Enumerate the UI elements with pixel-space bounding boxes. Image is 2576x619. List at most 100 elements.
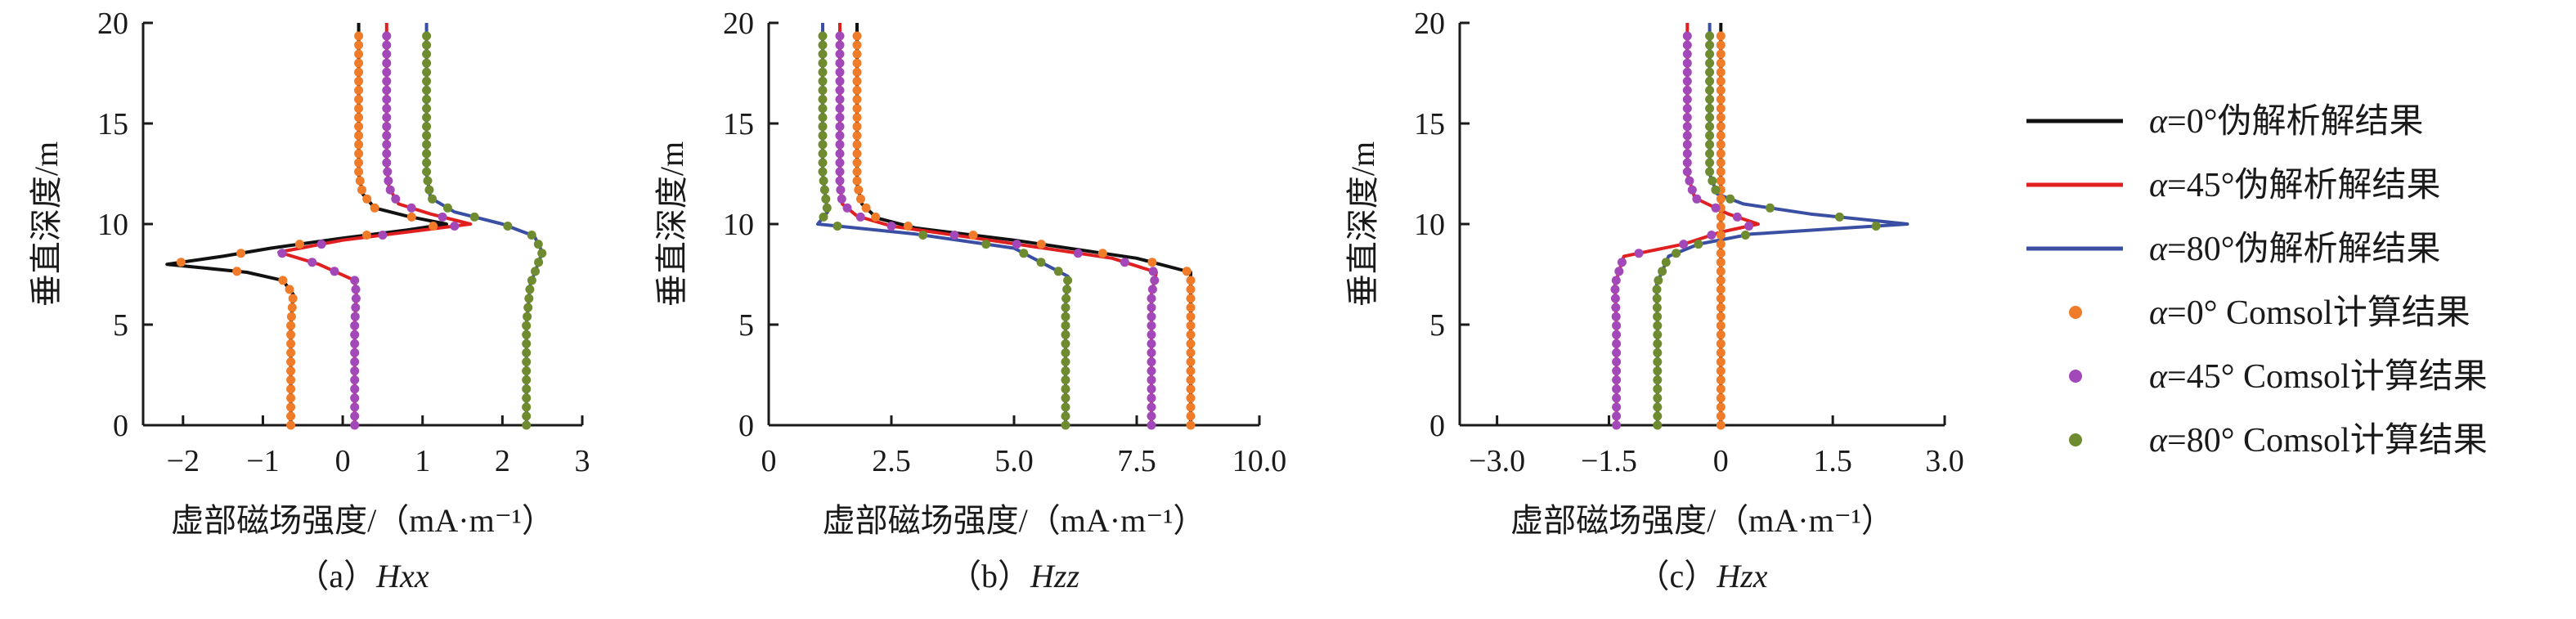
comsol-point (1147, 339, 1156, 348)
comsol-point (1716, 420, 1726, 430)
comsol-point (1682, 167, 1692, 177)
comsol-point (1716, 40, 1726, 50)
comsol-point (1705, 149, 1715, 159)
comsol-point (1012, 240, 1021, 249)
comsol-point (354, 131, 364, 141)
comsol-point (438, 212, 447, 222)
comsol-point (1871, 222, 1881, 231)
comsol-point (1682, 31, 1692, 41)
comsol-point (1186, 330, 1196, 339)
comsol-point (1186, 285, 1196, 294)
comsol-point (1716, 321, 1726, 330)
comsol-point (835, 40, 845, 50)
comsol-point (918, 231, 928, 240)
comsol-point (1716, 194, 1726, 204)
comsol-point (835, 58, 845, 68)
comsol-point (1716, 122, 1726, 132)
comsol-point (524, 294, 534, 303)
comsol-point (835, 140, 845, 150)
comsol-point (522, 411, 532, 421)
comsol-point (819, 176, 828, 186)
comsol-point (350, 411, 360, 421)
comsol-point (1716, 76, 1726, 86)
comsol-point (1652, 285, 1662, 294)
comsol-point (861, 203, 871, 213)
comsol-point (1061, 312, 1070, 321)
comsol-point (1716, 258, 1726, 267)
comsol-point (385, 185, 395, 195)
comsol-point (316, 240, 326, 249)
comsol-point (1653, 393, 1663, 403)
comsol-point (503, 222, 513, 231)
comsol-point (1148, 267, 1158, 276)
comsol-point (1612, 384, 1622, 394)
comsol-point (351, 303, 361, 312)
comsol-point (1612, 375, 1622, 385)
comsol-point (855, 212, 865, 222)
comsol-point (1612, 339, 1622, 348)
comsol-point (1716, 402, 1726, 412)
comsol-point (1612, 411, 1622, 421)
comsol-point (1682, 49, 1692, 59)
comsol-point (286, 384, 296, 394)
x-tick-label: 3.0 (1925, 444, 1964, 478)
comsol-point (422, 85, 432, 95)
comsol-point (852, 67, 862, 77)
comsol-point (835, 149, 845, 159)
comsol-point (1658, 267, 1667, 276)
comsol-point (1716, 267, 1726, 276)
y-axis-label: 垂直深度/m (28, 141, 65, 307)
comsol-point (818, 104, 828, 114)
comsol-point (1834, 212, 1844, 222)
comsol-point (350, 276, 360, 285)
comsol-point (1186, 303, 1196, 312)
comsol-point (821, 194, 831, 204)
comsol-point (852, 85, 862, 95)
comsol-point (1694, 240, 1703, 249)
comsol-point (422, 113, 432, 123)
comsol-point (286, 366, 296, 376)
comsol-point (533, 240, 543, 249)
comsol-point (286, 420, 296, 430)
comsol-point (350, 375, 360, 385)
y-tick-label: 20 (1414, 7, 1445, 41)
comsol-point (852, 176, 862, 186)
comsol-point (176, 258, 186, 267)
comsol-point (871, 212, 881, 222)
comsol-point (852, 122, 862, 132)
comsol-point (1614, 267, 1624, 276)
comsol-point (818, 95, 828, 104)
comsol-point (1147, 375, 1156, 385)
panel-caption: （b）Hzz (949, 558, 1079, 594)
x-tick-label: 1.5 (1813, 444, 1852, 478)
comsol-point (351, 294, 361, 303)
comsol-point (286, 348, 296, 357)
comsol-point (1732, 212, 1742, 222)
comsol-point (1740, 231, 1750, 240)
comsol-point (835, 176, 845, 186)
comsol-point (1053, 267, 1063, 276)
x-tick-label: 0 (761, 444, 777, 478)
comsol-point (1766, 203, 1775, 213)
comsol-point (1716, 249, 1726, 258)
comsol-point (350, 393, 360, 403)
comsol-point (1682, 149, 1692, 159)
y-tick-label: 5 (1429, 308, 1445, 343)
comsol-point (350, 366, 360, 376)
comsol-point (288, 294, 298, 303)
comsol-point (354, 49, 364, 59)
comsol-point (852, 31, 862, 41)
comsol-point (1611, 276, 1621, 285)
comsol-point (1682, 122, 1692, 132)
comsol-point (422, 140, 432, 150)
comsol-point (1705, 76, 1715, 86)
comsol-point (852, 167, 862, 177)
x-tick-label: 2 (495, 444, 510, 478)
comsol-point (382, 122, 392, 132)
comsol-point (835, 113, 845, 123)
series-line (165, 23, 448, 425)
y-tick-label: 5 (113, 308, 128, 343)
comsol-point (818, 40, 828, 50)
comsol-point (1705, 95, 1715, 104)
comsol-point (818, 76, 828, 86)
